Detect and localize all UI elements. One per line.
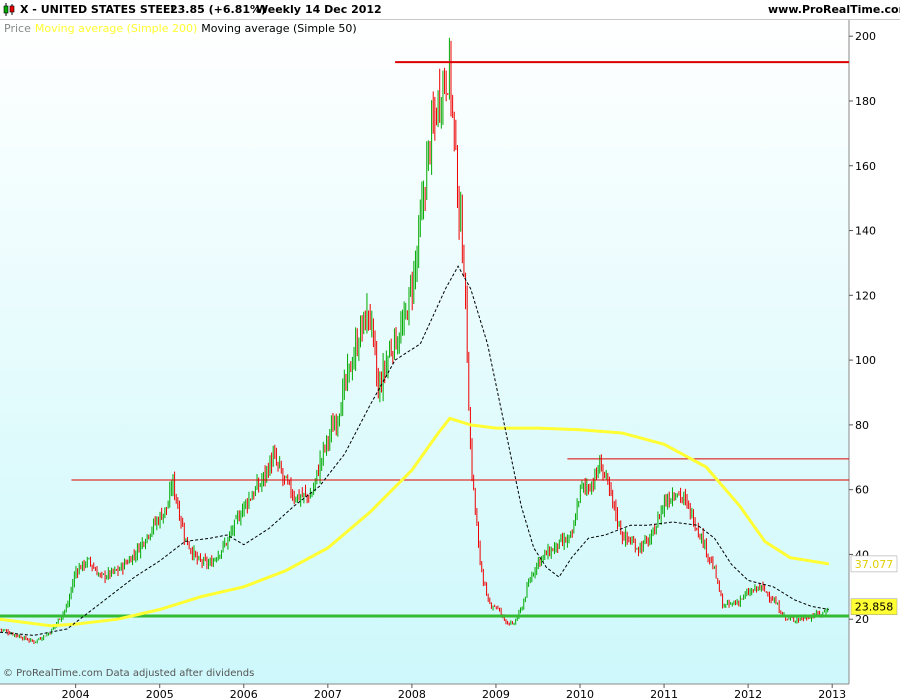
- candles-layer: [0, 37, 829, 645]
- legend-price: Price: [4, 22, 31, 35]
- x-tick-label: 2012: [734, 688, 762, 700]
- x-tick-label: 2005: [146, 688, 174, 700]
- chart-legend: Price Moving average (Simple 200) Moving a…: [4, 22, 361, 35]
- candlestick-icon: [3, 3, 15, 16]
- x-tick-label: 2007: [314, 688, 342, 700]
- footer-note: © ProRealTime.com Data adjusted after di…: [3, 668, 255, 679]
- y-tick-label: 20: [855, 613, 869, 626]
- legend-ma200: Moving average (Simple 200): [34, 22, 198, 35]
- x-tick-label: 2009: [482, 688, 510, 700]
- ma200-line: [0, 416, 830, 628]
- x-tick-label: 2013: [818, 688, 846, 700]
- ma50-line: [0, 265, 829, 636]
- x-tick-label: 2010: [566, 688, 594, 700]
- y-tick-label: 180: [855, 95, 876, 108]
- ma200-value-tag-box: [850, 555, 898, 573]
- overlay-layer: [0, 61, 849, 636]
- x-tick-label: 2004: [62, 688, 90, 700]
- y-tick-label: 140: [855, 225, 876, 238]
- y-axis-panel: [849, 20, 900, 700]
- price-change: 23.85 (+6.81%): [170, 3, 267, 16]
- x-tick-label: 2006: [230, 688, 258, 700]
- instrument-title: X - UNITED STATES STEEL: [20, 3, 178, 16]
- plot-background: [0, 20, 849, 684]
- x-axis-panel: [0, 684, 849, 700]
- x-tick-label: 2008: [398, 688, 426, 700]
- x-tick-label: 2011: [650, 688, 678, 700]
- y-tick-label: 60: [855, 484, 869, 497]
- y-tick-label: 200: [855, 30, 876, 43]
- y-tick-label: 80: [855, 419, 869, 432]
- site-link[interactable]: www.ProRealTime.com: [768, 3, 900, 16]
- y-tick-label: 120: [855, 289, 876, 302]
- legend-ma50: Moving average (Simple 50): [201, 22, 357, 35]
- y-tick-label: 100: [855, 354, 876, 367]
- ma200-value-tag-label: 37.077: [855, 558, 894, 571]
- chart-header: X - UNITED STATES STEEL 23.85 (+6.81%) W…: [0, 0, 900, 20]
- price-value-tag-box: [850, 598, 898, 615]
- period-label: Weekly: [256, 3, 301, 16]
- date-label: 14 Dec 2012: [305, 3, 382, 16]
- price-value-tag-label: 23.858: [855, 601, 894, 614]
- y-tick-label: 160: [855, 160, 876, 173]
